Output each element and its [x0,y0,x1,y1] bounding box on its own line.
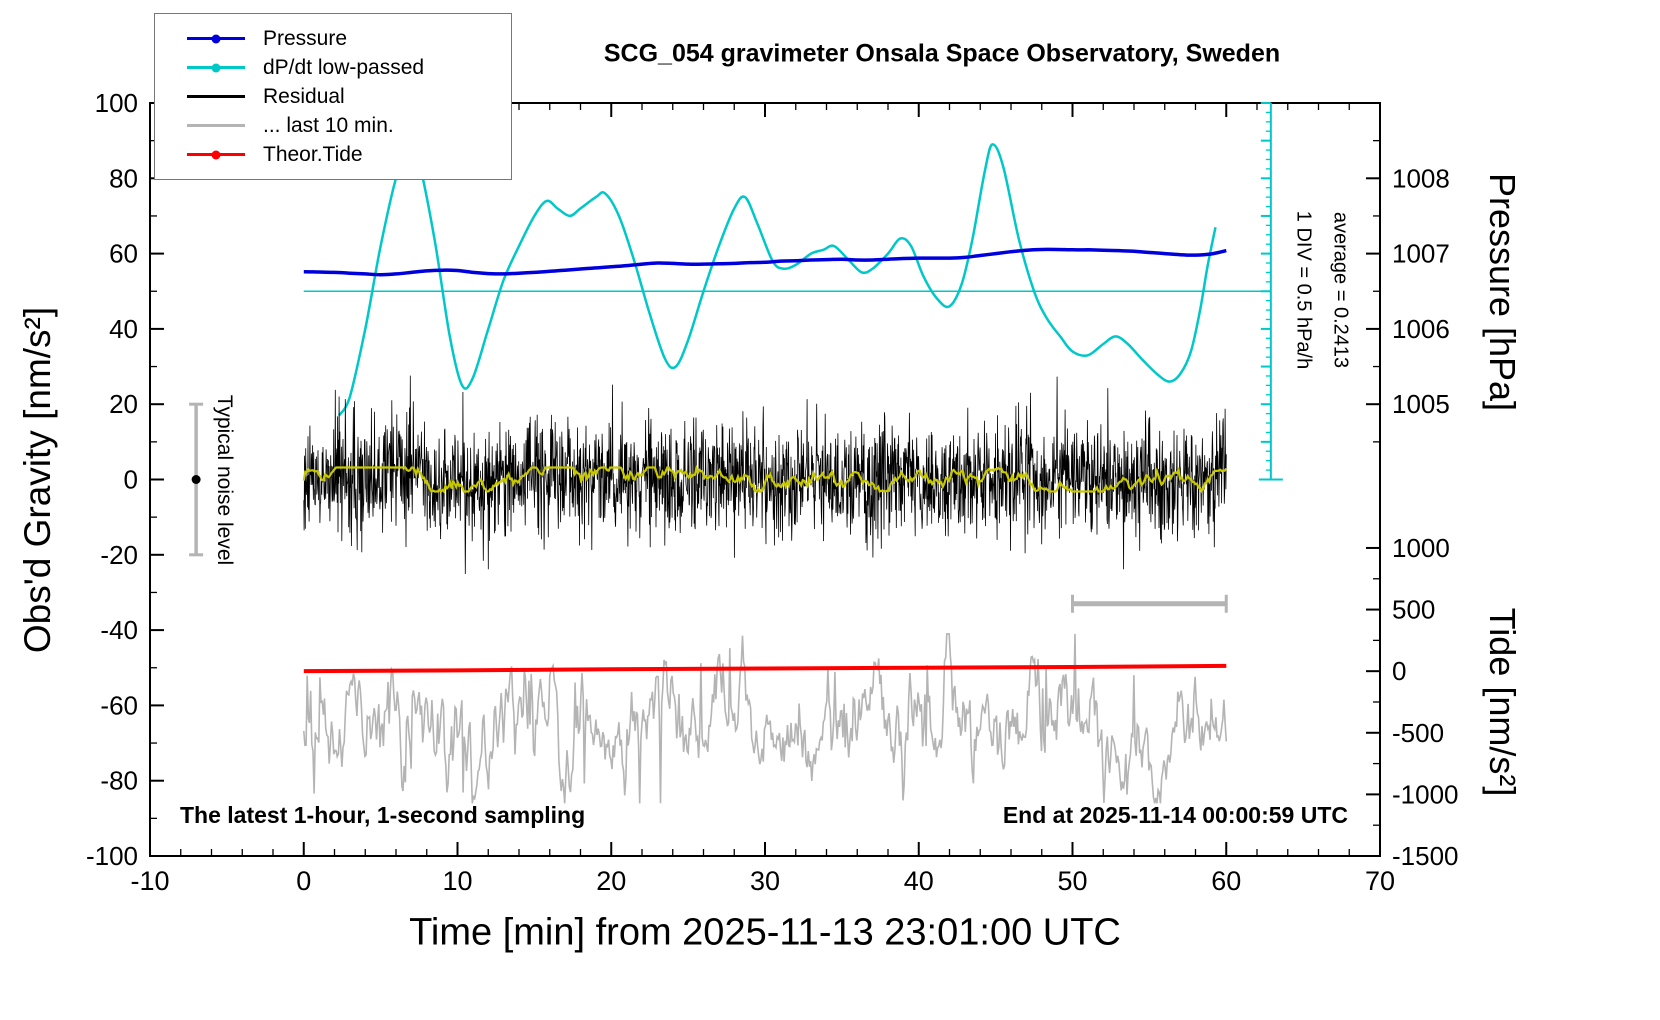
x-tick-label: 30 [750,866,780,896]
tide-tick-label: 500 [1392,595,1435,625]
y-tick-label: -20 [100,540,138,570]
legend-marker [187,119,245,132]
legend-marker [187,61,245,74]
legend-label: ... last 10 min. [263,113,394,137]
x-tick-label: 70 [1365,866,1395,896]
legend-item: Theor.Tide [155,140,511,169]
noise-level-dot [191,475,201,484]
y-tick-label: 20 [109,389,138,419]
y-tick-label: -80 [100,766,138,796]
chart-title: SCG_054 gravimeter Onsala Space Observat… [603,39,1281,68]
legend-line-swatch [187,124,245,127]
legend-label: dP/dt low-passed [263,55,425,79]
x-tick-label: -10 [130,866,169,896]
y-axis-label-pressure: Pressure [hPa] [1482,172,1523,412]
legend-item: ... last 10 min. [155,111,511,140]
residual-noise-trace [303,375,1227,575]
x-tick-label: 0 [296,866,311,896]
residual-last10min-trace [303,633,1228,804]
dpdt-lowpassed-curve [338,143,1217,417]
x-axis-label: Time [min] from 2025-11-13 23:01:00 UTC [409,911,1121,954]
legend-marker [187,148,245,161]
legend-item: Residual [155,82,511,111]
legend-label: Theor.Tide [263,142,363,166]
x-tick-label: 20 [596,866,626,896]
legend-item: dP/dt low-passed [155,53,511,82]
y-tick-label: 60 [109,239,138,269]
legend-dot-swatch [211,150,221,159]
legend-line-swatch [187,95,245,98]
y-tick-label: -40 [100,615,138,645]
y-tick-label: 100 [95,88,138,118]
x-tick-label: 50 [1057,866,1087,896]
legend-dot-swatch [211,34,221,43]
tide-tick-label: -500 [1392,718,1444,748]
average-label: average = 0.2413 [1329,211,1352,369]
noise-level-label: Typical noise level [213,394,236,566]
legend: Pressure dP/dt low-passed Residual ... last… [154,13,512,180]
x-tick-label: 10 [442,866,472,896]
tide-tick-label: 0 [1392,656,1406,686]
pressure-tick-label: 1007 [1392,239,1450,269]
legend-marker [187,32,245,45]
pressure-curve [303,247,1227,277]
y-axis-label-tide: Tide [nm/s²] [1482,607,1523,797]
pressure-tick-label: 1008 [1392,163,1450,193]
y-axis-label-gravity: Obs'd Gravity [nm/s²] [17,306,58,654]
div-scale-label: 1 DIV = 0.5 hPa/h [1292,210,1315,370]
legend-marker [187,90,245,103]
legend-dot-swatch [211,63,221,72]
theor-tide-line [303,663,1227,674]
sampling-note: The latest 1-hour, 1-second sampling [180,802,586,828]
tide-tick-label: -1500 [1392,841,1459,871]
legend-label: Residual [263,84,345,108]
x-tick-label: 40 [904,866,934,896]
tide-tick-label: 1000 [1392,533,1450,563]
legend-item: Pressure [155,24,511,53]
legend-label: Pressure [263,26,348,50]
pressure-tick-label: 1005 [1392,389,1450,419]
residual-smoothed-trace [302,464,1228,494]
y-tick-label: -60 [100,690,138,720]
y-tick-label: 40 [109,314,138,344]
y-tick-label: -100 [86,841,138,871]
pressure-tick-label: 1006 [1392,314,1450,344]
y-tick-label: 80 [109,163,138,193]
end-time-note: End at 2025-11-14 00:00:59 UTC [1002,802,1348,828]
x-tick-label: 60 [1211,866,1241,896]
tide-tick-label: -1000 [1392,779,1459,809]
y-tick-label: 0 [124,465,138,495]
